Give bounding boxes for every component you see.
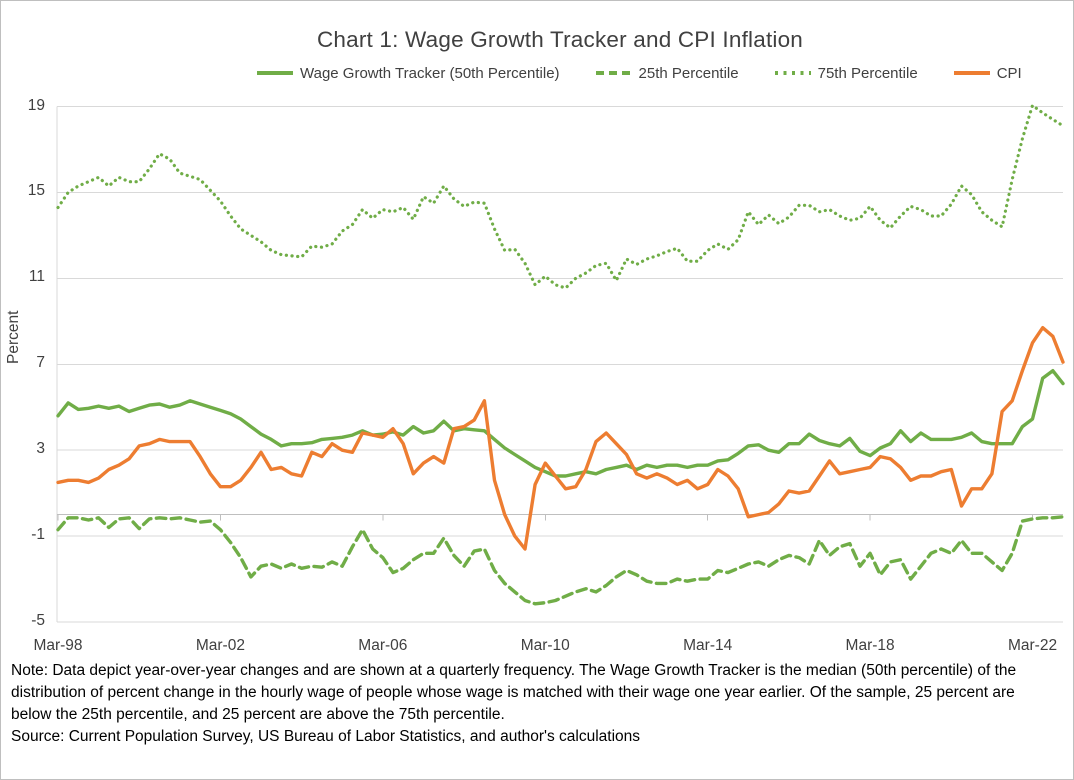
x-tick-label: Mar-02 <box>195 637 245 654</box>
series-line-wage-growth-tracker-50th-percentile <box>56 369 1065 478</box>
x-tick-label: Mar-18 <box>845 637 895 654</box>
chart-title: Chart 1: Wage Growth Tracker and CPI Inf… <box>316 27 804 52</box>
legend-label: Wage Growth Tracker (50th Percentile) <box>300 64 560 82</box>
legend-item-75th-percentile: 75th Percentile <box>774 64 918 82</box>
y-tick-label: 19 <box>27 96 45 114</box>
note-line: Note: Data depict year-over-year changes… <box>11 662 1017 679</box>
legend-item-wage-growth-tracker: Wage Growth Tracker (50th Percentile) <box>257 65 560 82</box>
y-tick-label: -1 <box>31 526 45 544</box>
y-tick-label: 3 <box>36 440 45 458</box>
dashed-green-line-swatch-icon <box>595 71 632 75</box>
series-line-25th-percentile <box>56 515 1065 606</box>
series-line-cpi <box>56 326 1065 551</box>
y-tick-label: -5 <box>31 612 45 630</box>
footnote-block: Note: Data depict year-over-year changes… <box>11 660 1067 748</box>
source-line: Source: Current Population Survey, US Bu… <box>11 728 641 745</box>
x-tick-label: Mar-10 <box>520 637 570 654</box>
x-tick-label: Mar-06 <box>358 637 408 654</box>
legend-label: 25th Percentile <box>638 64 739 82</box>
x-tick-label: Mar-98 <box>33 637 83 654</box>
legend-item-25th-percentile: 25th Percentile <box>595 64 739 82</box>
plot-area <box>56 103 1065 623</box>
legend-label: 75th Percentile <box>817 64 918 82</box>
y-tick-label: 11 <box>28 268 45 286</box>
dotted-green-line-swatch-icon <box>774 71 811 75</box>
solid-green-line-swatch-icon <box>257 71 293 75</box>
legend-label: CPI <box>996 64 1022 82</box>
solid-orange-line-swatch-icon <box>953 71 990 75</box>
series-line-75th-percentile <box>56 103 1065 290</box>
note-line: distribution of percent change in the ho… <box>11 684 1015 701</box>
y-tick-label: 7 <box>36 354 45 372</box>
y-tick-label: 15 <box>27 182 45 200</box>
legend: Wage Growth Tracker (50th Percentile) 25… <box>257 62 1022 84</box>
legend-item-cpi: CPI <box>953 64 1022 82</box>
note-line: below the 25th percentile, and 25 percen… <box>11 706 505 723</box>
x-tick-label: Mar-22 <box>1007 637 1058 654</box>
x-tick-label: Mar-14 <box>683 637 733 654</box>
